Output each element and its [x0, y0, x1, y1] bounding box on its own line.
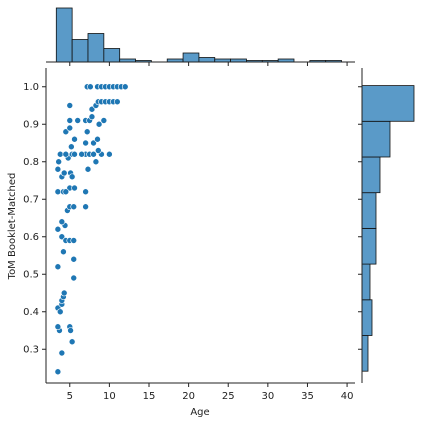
point [82, 139, 89, 147]
point [87, 83, 94, 91]
x-axis-label: Age [190, 407, 209, 418]
point [54, 165, 62, 173]
point [90, 139, 97, 147]
point [82, 188, 89, 196]
point [55, 158, 62, 166]
x-tick-label: 5 [67, 391, 73, 402]
point [78, 150, 85, 158]
point [68, 338, 76, 346]
hist-bar [361, 263, 371, 301]
point [66, 124, 74, 132]
point [70, 203, 78, 211]
point [54, 368, 62, 376]
x-tick-label: 10 [103, 391, 116, 402]
point [95, 120, 103, 128]
x-tick-label: 25 [222, 391, 235, 402]
point [94, 147, 102, 154]
x-tick-label: 20 [182, 391, 195, 402]
point [88, 105, 96, 113]
point [74, 117, 81, 124]
point [90, 150, 97, 158]
x-tick-label: 30 [261, 391, 274, 402]
hist-bar [361, 227, 377, 265]
point [100, 117, 108, 124]
y-tick-label: 1.0 [23, 82, 39, 93]
x-tick-label: 15 [143, 391, 156, 402]
point [54, 225, 62, 233]
point [70, 274, 78, 282]
hist-bar [361, 156, 381, 194]
point [68, 173, 76, 181]
point [66, 117, 74, 124]
point [60, 248, 67, 256]
point [114, 98, 121, 106]
point [56, 308, 64, 316]
point [88, 113, 96, 121]
point [84, 165, 92, 173]
y-tick-label: 0.4 [23, 307, 39, 318]
hist-bar [361, 120, 391, 158]
point [54, 323, 62, 331]
point [58, 218, 66, 226]
hist-bar [103, 48, 121, 63]
hist-bar [361, 192, 377, 229]
point [67, 327, 74, 334]
hist-bar [55, 7, 73, 63]
point [70, 237, 78, 244]
x-tick-label: 35 [301, 391, 314, 402]
point [58, 233, 66, 241]
point [60, 169, 68, 177]
point [71, 135, 78, 143]
y-tick-label: 0.7 [23, 194, 39, 205]
point [54, 188, 62, 196]
y-tick-label: 0.3 [23, 344, 39, 355]
point [68, 143, 75, 151]
point [106, 150, 113, 158]
x-tick-label: 40 [341, 391, 354, 402]
hist-bar [87, 33, 105, 63]
point [58, 349, 66, 357]
point [56, 150, 64, 158]
point [54, 263, 62, 271]
point [94, 135, 101, 143]
point [82, 203, 89, 211]
y-tick-label: 0.8 [23, 157, 39, 168]
y-tick-label: 0.5 [23, 269, 39, 280]
hist-bar [361, 299, 373, 336]
point [70, 255, 78, 263]
y-tick-label: 0.9 [23, 119, 39, 130]
point [66, 102, 74, 109]
point [83, 128, 91, 136]
hist-bar [71, 39, 89, 63]
point [71, 150, 78, 158]
point [121, 83, 129, 91]
point [60, 289, 68, 297]
hist-bar [182, 52, 200, 63]
hist-bar [361, 335, 369, 372]
y-tick-label: 0.6 [23, 232, 39, 243]
hist-bar [361, 85, 415, 122]
point [71, 184, 78, 192]
point [62, 128, 70, 136]
point [62, 188, 70, 196]
point [92, 158, 100, 166]
point [62, 150, 70, 158]
hist-bar [198, 57, 216, 63]
y-axis-label: ToM Booklet-Matched [7, 173, 18, 281]
